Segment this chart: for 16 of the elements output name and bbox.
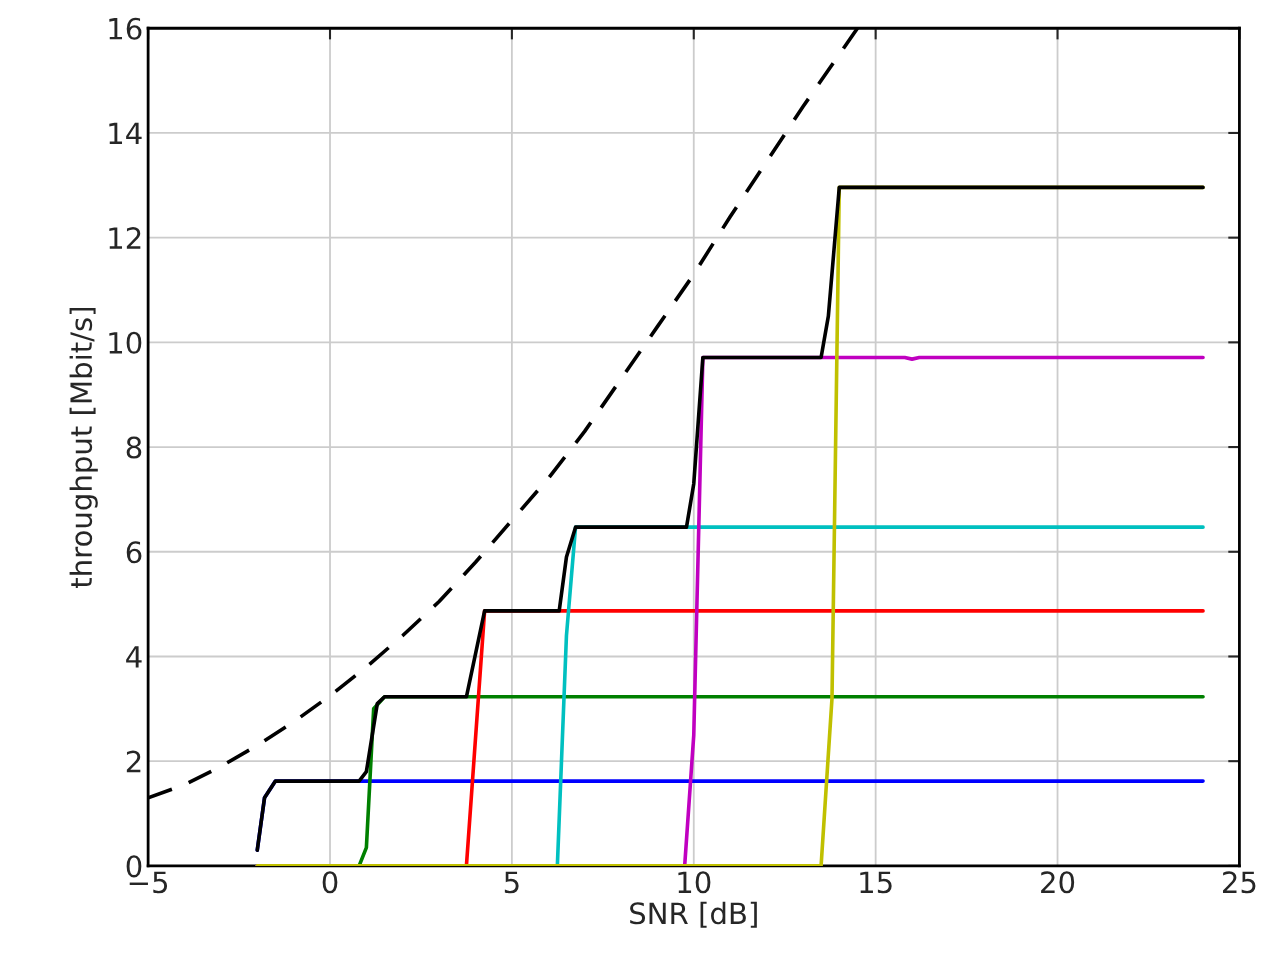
x-tick-label: 20	[1041, 871, 1075, 894]
y-tick-label: 14	[109, 122, 142, 145]
y-tick-label: 2	[126, 750, 141, 773]
x-axis-title: SNR [dB]	[630, 901, 757, 928]
x-tick-label: 10	[678, 871, 711, 894]
y-axis-title: throughput [Mbit/s]	[69, 307, 98, 588]
x-tick-label: 5	[504, 871, 519, 894]
y-tick-label: 4	[126, 646, 142, 668]
y-tick-label: 10	[109, 331, 142, 354]
y-tick-label: 12	[109, 227, 141, 249]
y-tick-label: 6	[126, 541, 142, 564]
y-tick-label: 16	[109, 17, 142, 40]
x-tick-label: 25	[1222, 871, 1256, 894]
x-tick-label: 0	[322, 871, 338, 894]
y-tick-label: 8	[126, 436, 142, 459]
x-tick-label: 15	[860, 871, 892, 894]
